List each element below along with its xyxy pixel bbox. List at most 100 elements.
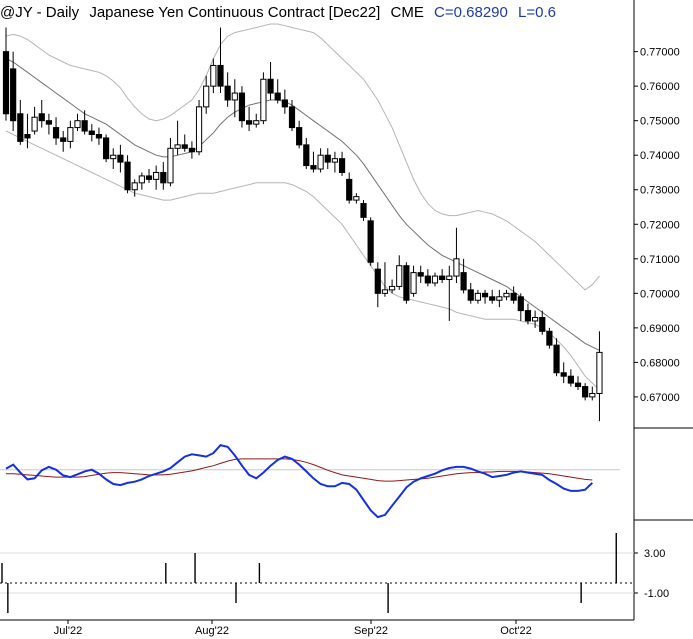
candle-body (131, 182, 138, 191)
candle-body (389, 285, 396, 291)
candle (381, 262, 389, 297)
price-tick-label: 0.72000 (640, 219, 680, 231)
candle (231, 79, 238, 118)
price-axis-ticks: 0.77000 0.76000 0.75000 0.74000 0.73000 0.720… (634, 47, 680, 404)
candle-body (439, 275, 446, 281)
candle-body (474, 292, 481, 301)
candle (145, 169, 153, 183)
candle (52, 117, 60, 145)
candle (138, 172, 145, 190)
price-tick-label: 0.69000 (640, 323, 680, 335)
candle-body (167, 147, 174, 184)
candle-body (417, 272, 424, 277)
candle-body (374, 268, 381, 294)
candle-body (95, 133, 103, 139)
candle-body (317, 154, 324, 170)
candle-body (10, 68, 17, 122)
candle (74, 113, 81, 132)
candle-body (524, 310, 532, 322)
candle-body (596, 351, 603, 394)
candle-body (310, 165, 317, 170)
candle-body (574, 382, 582, 388)
price-tick-label: 0.71000 (640, 254, 680, 266)
candle-body (238, 92, 246, 122)
date-tick-label: Sep'22 (354, 625, 388, 637)
candle (353, 193, 360, 204)
candle-body (403, 265, 410, 301)
candle (346, 172, 353, 204)
upper-band-line (5, 23, 600, 291)
candle-body (253, 120, 260, 125)
candle-body (31, 116, 38, 132)
candle-body (481, 292, 489, 298)
candle-body (231, 92, 238, 101)
candle (360, 200, 367, 221)
candle (424, 269, 431, 287)
candle (553, 338, 560, 377)
candle-body (539, 317, 546, 332)
date-tick-label: Oct'22 (500, 625, 531, 637)
candle-body (503, 292, 510, 298)
candle-body (446, 275, 453, 281)
candle-body (203, 85, 210, 108)
candle-body (567, 375, 574, 384)
candle-body (346, 178, 353, 201)
candle-body (489, 296, 496, 301)
candle-body (274, 92, 281, 101)
candle (596, 331, 603, 422)
price-tick-label: 0.75000 (640, 116, 680, 128)
candle-body (38, 113, 45, 122)
candle-body (117, 154, 124, 163)
lower-band-line (5, 130, 600, 391)
candle (303, 137, 310, 170)
candle (431, 272, 439, 287)
candle-body (153, 171, 160, 180)
candle-body (103, 137, 110, 160)
price-tick-label: 0.74000 (640, 150, 680, 162)
candle (467, 282, 474, 304)
candle-body (353, 196, 360, 201)
candle (267, 61, 274, 100)
candle-body (360, 203, 367, 218)
candle (224, 72, 231, 107)
candle (167, 137, 174, 187)
candle (524, 303, 532, 325)
candle-body (510, 292, 517, 301)
candle-body (124, 161, 131, 191)
candle (582, 383, 589, 401)
candle (88, 124, 95, 142)
candle (439, 269, 446, 283)
candle-body (138, 175, 145, 184)
candle (331, 151, 338, 173)
date-axis-ticks: Jul'22 Aug'22 Sep'22 Oct'22 (54, 620, 532, 637)
price-tick-label: 0.77000 (640, 47, 680, 59)
symbol-label: @JY - Daily (0, 4, 80, 21)
candle (188, 141, 196, 159)
candle-body (410, 272, 417, 294)
candle (160, 162, 167, 190)
candle (560, 362, 567, 384)
low-readout: L=0.6 (518, 4, 557, 21)
candle (288, 99, 296, 132)
candle-body (496, 296, 503, 301)
close-readout: C=0.68290 (434, 4, 508, 21)
candle-body (2, 51, 10, 115)
candles (2, 27, 603, 422)
candle-body (88, 130, 95, 135)
candle (567, 369, 574, 387)
candle (324, 148, 331, 170)
price-tick-label: 0.70000 (640, 288, 680, 300)
candle-body (517, 296, 524, 312)
candle (296, 120, 303, 149)
date-tick-label: Aug'22 (195, 625, 229, 637)
exchange-label: CME (390, 4, 424, 21)
candle-body (467, 289, 474, 301)
candle (246, 106, 253, 132)
candle (195, 99, 203, 156)
candle (110, 148, 117, 170)
candle (374, 262, 381, 308)
price-tick-label: 0.68000 (640, 357, 680, 369)
candle (81, 110, 88, 135)
candle-body (396, 265, 403, 287)
candle-body (460, 272, 467, 291)
